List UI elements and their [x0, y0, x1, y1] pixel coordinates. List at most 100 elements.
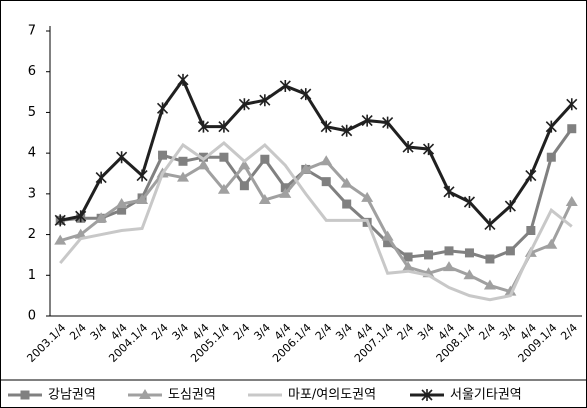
- point: [156, 102, 169, 115]
- y-tick-label: 5: [28, 105, 36, 120]
- point: [320, 120, 332, 133]
- point: [238, 98, 250, 111]
- point: [463, 269, 476, 280]
- point: [382, 116, 394, 129]
- point: [299, 163, 312, 174]
- point: [239, 181, 249, 191]
- point: [567, 124, 577, 134]
- x-tick-label: 3/4: [88, 321, 110, 343]
- point: [443, 261, 455, 272]
- x-tick-label: 2/4: [558, 321, 580, 343]
- point: [402, 261, 415, 272]
- point: [545, 120, 557, 133]
- x-tick-label: 3/4: [333, 321, 355, 343]
- point: [505, 246, 515, 256]
- point: [177, 171, 189, 182]
- x-tick-label: 3/4: [170, 321, 192, 343]
- x-tick-label: 3/4: [415, 321, 437, 343]
- y-tick-label: 0: [28, 309, 36, 324]
- point: [279, 187, 292, 198]
- y-tick-label: 1: [28, 268, 36, 283]
- point: [340, 177, 353, 188]
- point: [217, 183, 230, 194]
- point: [117, 205, 127, 215]
- point: [483, 279, 496, 290]
- point: [321, 177, 331, 187]
- series-line: [60, 127, 573, 261]
- y-tick-label: 4: [28, 146, 36, 161]
- x-tick-label: 2/4: [67, 321, 89, 343]
- legend-item: 강남권역: [8, 388, 96, 403]
- point: [361, 114, 373, 127]
- point: [74, 228, 87, 239]
- point: [198, 152, 208, 162]
- point: [115, 198, 128, 209]
- y-tick-label: 3: [28, 186, 36, 201]
- point: [320, 155, 333, 166]
- point: [444, 246, 454, 256]
- point: [279, 79, 291, 92]
- point: [54, 234, 67, 245]
- point: [238, 159, 251, 170]
- point: [342, 199, 352, 209]
- legend-marker: [139, 389, 151, 399]
- point: [177, 73, 189, 86]
- point: [443, 185, 455, 198]
- point: [158, 150, 168, 160]
- point: [197, 159, 210, 170]
- legend-item: 마포/여의도권역: [248, 388, 376, 403]
- point: [566, 98, 578, 111]
- legend-marker: [20, 390, 30, 400]
- point: [526, 226, 536, 235]
- point: [218, 120, 230, 133]
- series-line: [59, 159, 574, 294]
- legend-label: 서울기타권역: [450, 388, 522, 403]
- point: [504, 200, 516, 213]
- x-tick-label: 2/4: [476, 321, 498, 343]
- point: [545, 238, 558, 249]
- x-tick-label: 2/4: [231, 321, 253, 343]
- point: [402, 141, 414, 154]
- point: [258, 193, 271, 204]
- legend-item: 서울기타권역: [410, 388, 522, 403]
- point: [75, 210, 87, 223]
- legend-label: 마포/여의도권역: [288, 388, 376, 403]
- point: [260, 154, 270, 164]
- point: [424, 250, 434, 260]
- point: [422, 143, 435, 156]
- x-tick-label: 3/4: [497, 321, 519, 343]
- point: [197, 120, 210, 133]
- legend-label: 도심권역: [168, 388, 216, 403]
- x-tick-label: 2/4: [313, 321, 335, 343]
- point: [485, 254, 495, 264]
- point: [504, 285, 517, 296]
- point: [136, 193, 149, 204]
- x-tick-label: 2/4: [149, 321, 171, 343]
- x-tick-label: 2003.1/4: [24, 321, 68, 365]
- point: [546, 152, 556, 162]
- point: [95, 171, 107, 184]
- series-line: [59, 141, 573, 302]
- point: [484, 218, 496, 231]
- point: [54, 214, 66, 227]
- y-tick-label: 6: [28, 64, 36, 79]
- point: [565, 196, 578, 206]
- x-tick-label: 3/4: [251, 321, 273, 343]
- point: [403, 252, 413, 262]
- y-tick-label: 2: [28, 227, 36, 242]
- point: [116, 151, 128, 164]
- point: [381, 230, 394, 241]
- x-tick-label: 2/4: [395, 321, 417, 343]
- y-tick-label: 7: [28, 24, 36, 39]
- point: [525, 169, 537, 182]
- point: [361, 191, 374, 202]
- legend-label: 강남권역: [48, 388, 96, 403]
- point: [341, 124, 353, 137]
- point: [464, 248, 474, 258]
- point: [136, 169, 148, 182]
- point: [300, 88, 312, 101]
- point: [219, 152, 229, 162]
- point: [95, 212, 108, 223]
- point: [383, 238, 393, 248]
